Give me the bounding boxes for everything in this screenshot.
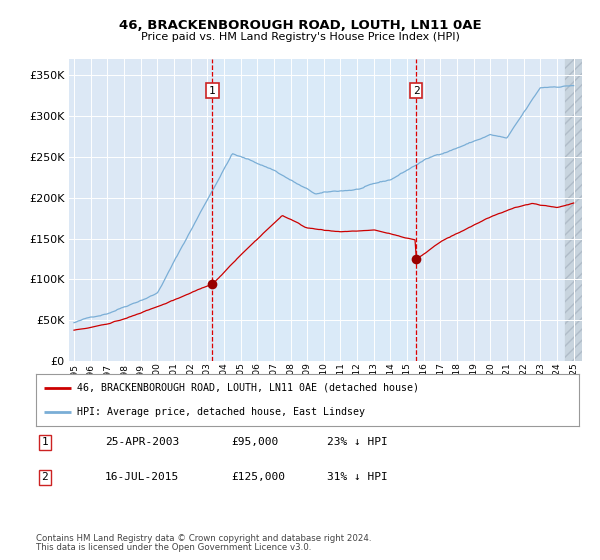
Bar (212, 59, 416, 361)
Text: 2: 2 (413, 86, 419, 96)
Text: 16-JUL-2015: 16-JUL-2015 (105, 472, 179, 482)
Text: HPI: Average price, detached house, East Lindsey: HPI: Average price, detached house, East… (77, 407, 365, 417)
Bar (565, 59, 582, 361)
Text: 46, BRACKENBOROUGH ROAD, LOUTH, LN11 0AE: 46, BRACKENBOROUGH ROAD, LOUTH, LN11 0AE (119, 19, 481, 32)
Text: This data is licensed under the Open Government Licence v3.0.: This data is licensed under the Open Gov… (36, 543, 311, 552)
Text: Price paid vs. HM Land Registry's House Price Index (HPI): Price paid vs. HM Land Registry's House … (140, 32, 460, 42)
Text: £95,000: £95,000 (231, 437, 278, 447)
Text: 25-APR-2003: 25-APR-2003 (105, 437, 179, 447)
Text: 46, BRACKENBOROUGH ROAD, LOUTH, LN11 0AE (detached house): 46, BRACKENBOROUGH ROAD, LOUTH, LN11 0AE… (77, 383, 419, 393)
Text: 31% ↓ HPI: 31% ↓ HPI (327, 472, 388, 482)
Text: 23% ↓ HPI: 23% ↓ HPI (327, 437, 388, 447)
Text: 1: 1 (209, 86, 216, 96)
Text: Contains HM Land Registry data © Crown copyright and database right 2024.: Contains HM Land Registry data © Crown c… (36, 534, 371, 543)
Text: 1: 1 (41, 437, 49, 447)
Text: 2: 2 (41, 472, 49, 482)
Bar (565, 59, 582, 361)
Text: £125,000: £125,000 (231, 472, 285, 482)
